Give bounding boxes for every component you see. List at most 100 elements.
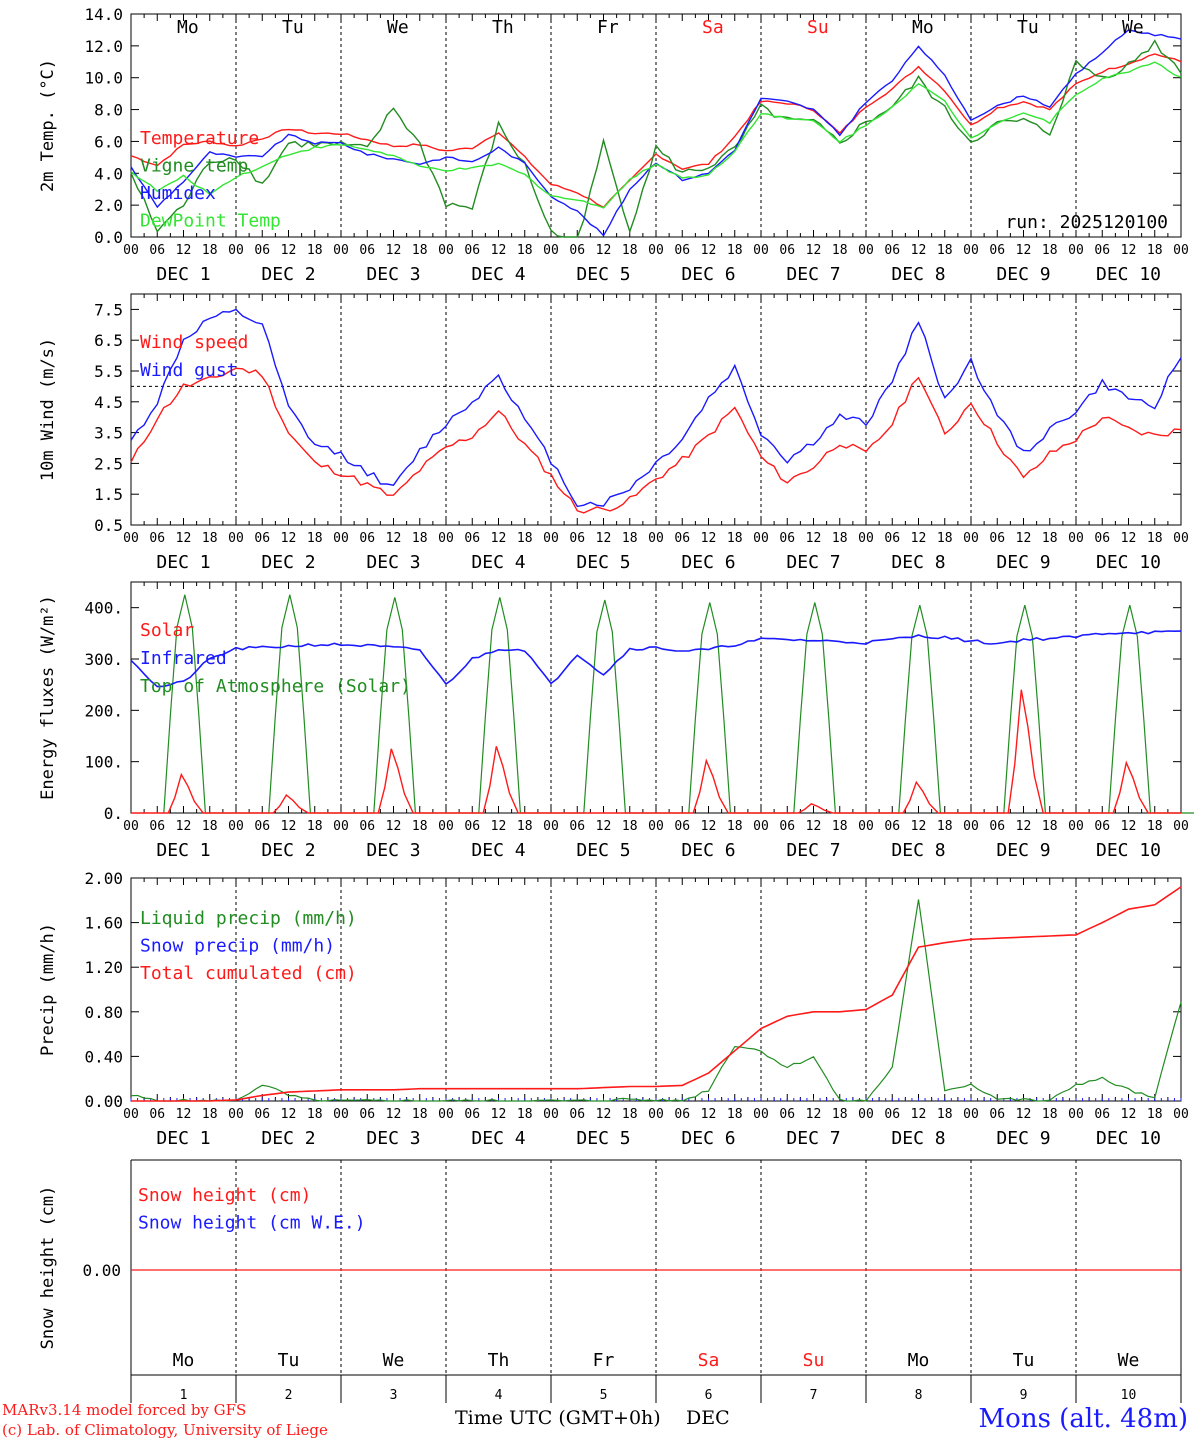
- day-label: DEC 3: [366, 1128, 420, 1149]
- weekday-label: Mo: [912, 17, 934, 38]
- hour-tick-label: 00: [753, 819, 769, 834]
- hour-tick-label: 18: [622, 1107, 638, 1122]
- y-axis-label: Precip (mm/h): [38, 923, 58, 1056]
- y-tick-label: 0.40: [84, 1047, 123, 1066]
- hour-tick-label: 18: [307, 531, 323, 546]
- hour-tick-label: 06: [149, 1107, 165, 1122]
- day-label: DEC 8: [891, 840, 945, 861]
- hour-tick-label: 00: [333, 531, 349, 546]
- hour-tick-label: 12: [176, 531, 192, 546]
- y-axis-label: Snow height (cm): [38, 1186, 58, 1350]
- hour-tick-label: 00: [543, 1107, 559, 1122]
- model-credit: MARv3.14 model forced by GFS: [2, 1401, 246, 1419]
- hour-tick-label: 12: [1016, 819, 1032, 834]
- hour-tick-label: 06: [464, 531, 480, 546]
- legend-entry: Vigne temp: [140, 156, 248, 177]
- hour-tick-label: 12: [1016, 531, 1032, 546]
- hour-tick-label: 00: [333, 819, 349, 834]
- hour-tick-label: 00: [123, 531, 139, 546]
- day-number: 4: [495, 1388, 503, 1403]
- y-tick-label: 1.60: [84, 914, 123, 933]
- day-label: DEC 2: [261, 552, 315, 573]
- hour-tick-label: 12: [1016, 243, 1032, 258]
- day-label: DEC 4: [471, 1128, 525, 1149]
- series-red-line: [130, 53, 1182, 209]
- hour-tick-label: 06: [149, 819, 165, 834]
- hour-tick-label: 06: [674, 819, 690, 834]
- hour-tick-label: 18: [307, 819, 323, 834]
- hour-tick-label: 06: [359, 531, 375, 546]
- hour-tick-label: 06: [1094, 531, 1110, 546]
- hour-tick-label: 18: [1042, 243, 1058, 258]
- y-tick-label: 4.0: [94, 164, 123, 183]
- hour-tick-label: 00: [228, 243, 244, 258]
- hour-tick-label: 00: [963, 1107, 979, 1122]
- hour-tick-label: 18: [1147, 243, 1163, 258]
- hour-tick-label: 00: [543, 531, 559, 546]
- hour-tick-label: 18: [412, 531, 428, 546]
- series-red-line: [130, 367, 1182, 514]
- day-label: DEC 6: [681, 264, 735, 285]
- y-tick-label: 0.80: [84, 1003, 123, 1022]
- hour-tick-label: 18: [832, 531, 848, 546]
- series-total-cumulated-line: [131, 886, 1182, 1102]
- hour-tick-label: 00: [753, 1107, 769, 1122]
- day-number: 5: [600, 1388, 608, 1403]
- day-label: DEC 1: [156, 264, 210, 285]
- day-label: DEC 9: [996, 840, 1050, 861]
- hour-tick-label: 12: [386, 1107, 402, 1122]
- day-label: DEC 7: [786, 264, 840, 285]
- weekday-label: We: [1122, 17, 1144, 38]
- run-annotation: run: 2025120100: [1005, 212, 1168, 233]
- weekday-label: Sa: [698, 1350, 720, 1371]
- weekday-label: We: [1118, 1350, 1140, 1371]
- hour-tick-label: 06: [1094, 1107, 1110, 1122]
- hour-tick-label: 12: [911, 531, 927, 546]
- hour-tick-label: 00: [648, 243, 664, 258]
- hour-tick-label: 12: [701, 531, 717, 546]
- legend-entry: DewPoint Temp: [140, 211, 281, 232]
- hour-tick-label: 18: [412, 243, 428, 258]
- hour-tick-label: 18: [832, 243, 848, 258]
- hour-tick-label: 12: [911, 243, 927, 258]
- hour-tick-label: 18: [937, 819, 953, 834]
- hour-tick-label: 06: [884, 531, 900, 546]
- day-label: DEC 7: [786, 552, 840, 573]
- day-label: DEC 6: [681, 552, 735, 573]
- series-blue-line: [130, 308, 1182, 508]
- hour-tick-label: 12: [701, 819, 717, 834]
- weekday-label: Mo: [908, 1350, 930, 1371]
- day-label: DEC 10: [1096, 840, 1161, 861]
- weekday-label: Fr: [593, 1350, 615, 1371]
- legend-entry: Snow precip (mm/h): [140, 936, 335, 957]
- hour-tick-label: 18: [307, 243, 323, 258]
- hour-tick-label: 12: [596, 531, 612, 546]
- weekday-label: Tu: [1017, 17, 1039, 38]
- y-tick-label: 8.0: [94, 101, 123, 120]
- day-label: DEC 1: [156, 840, 210, 861]
- day-label: DEC 6: [681, 1128, 735, 1149]
- day-number: 3: [390, 1388, 398, 1403]
- hour-tick-label: 00: [1068, 1107, 1084, 1122]
- hour-tick-label: 12: [491, 531, 507, 546]
- hour-tick-label: 06: [569, 531, 585, 546]
- day-label: DEC 6: [681, 840, 735, 861]
- hour-tick-label: 12: [1121, 243, 1137, 258]
- legend-entry: Liquid precip (mm/h): [140, 908, 357, 929]
- series-toa-solar-line: [163, 594, 1194, 814]
- hour-tick-label: 06: [884, 1107, 900, 1122]
- hour-tick-label: 00: [858, 531, 874, 546]
- y-tick-label: 0.: [104, 804, 123, 823]
- hour-tick-label: 12: [491, 243, 507, 258]
- hour-tick-label: 18: [832, 1107, 848, 1122]
- y-tick-label: 6.0: [94, 132, 123, 151]
- hour-tick-label: 06: [674, 1107, 690, 1122]
- legend-entry: Solar: [140, 620, 194, 641]
- day-label: DEC 8: [891, 1128, 945, 1149]
- hour-tick-label: 12: [596, 1107, 612, 1122]
- day-number: 7: [810, 1388, 818, 1403]
- hour-tick-label: 00: [438, 819, 454, 834]
- day-number: 10: [1121, 1388, 1137, 1403]
- legend-entry: Snow height (cm): [138, 1185, 311, 1206]
- hour-tick-label: 18: [1042, 819, 1058, 834]
